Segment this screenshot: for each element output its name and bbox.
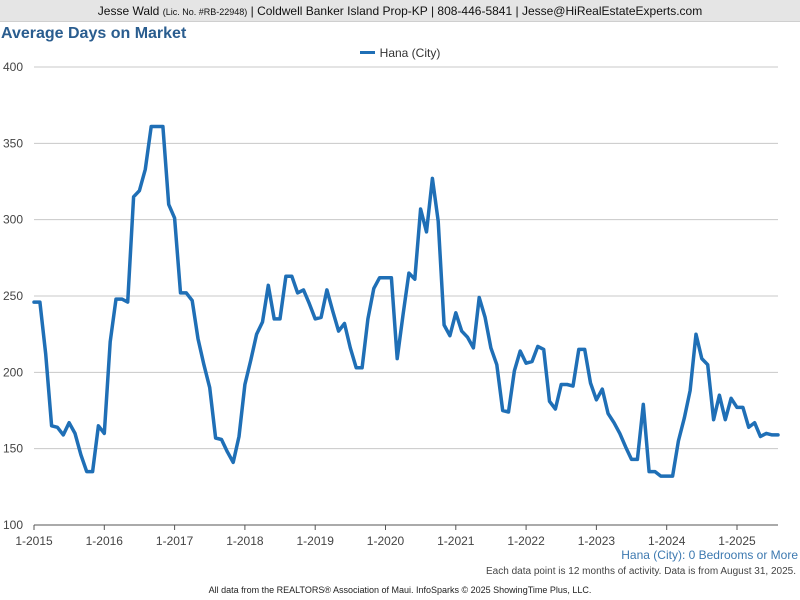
header-separator: | bbox=[250, 4, 254, 18]
x-tick-label: 1-2016 bbox=[86, 534, 124, 548]
x-tick-label: 1-2018 bbox=[226, 534, 264, 548]
y-tick-label: 150 bbox=[3, 442, 23, 456]
y-tick-label: 350 bbox=[3, 136, 23, 150]
y-tick-label: 400 bbox=[3, 60, 23, 74]
chart-title: Average Days on Market bbox=[1, 25, 187, 42]
gridlines bbox=[34, 66, 778, 450]
x-tick-label: 1-2015 bbox=[15, 534, 53, 548]
x-tick-label: 1-2022 bbox=[507, 534, 545, 548]
x-tick-label: 1-2024 bbox=[648, 534, 686, 548]
chart-legend: Hana (City) bbox=[0, 46, 800, 60]
legend-series-label[interactable]: Hana (City) bbox=[379, 46, 441, 60]
data-source: All data from the REALTORS® Association … bbox=[208, 585, 592, 595]
y-tick-label: 300 bbox=[3, 213, 23, 227]
agent-phone[interactable]: 808-446-5841 bbox=[437, 4, 513, 18]
agent-license: (Lic. No. #RB-22948) bbox=[162, 7, 248, 17]
x-tick-label: 1-2023 bbox=[578, 534, 616, 548]
x-axis: 1-2015 1-2016 1-2017 1-2018 1-2019 1-2020 1-20… bbox=[15, 524, 778, 548]
y-axis-tick-labels: 100 150 200 250 300 350 400 bbox=[3, 60, 23, 532]
x-tick-label: 1-2020 bbox=[367, 534, 405, 548]
x-tick-label: 1-2019 bbox=[297, 534, 335, 548]
header-separator: | bbox=[430, 4, 435, 18]
y-tick-label: 250 bbox=[3, 289, 23, 303]
y-tick-label: 200 bbox=[3, 365, 23, 379]
data-footnote: Each data point is 12 months of activity… bbox=[486, 566, 796, 577]
subset-label: Hana (City): 0 Bedrooms or More bbox=[621, 548, 798, 562]
series-line-hana-city[interactable] bbox=[32, 124, 780, 478]
agent-email[interactable]: Jesse@HiRealEstateExperts.com bbox=[521, 4, 703, 18]
header-separator: | bbox=[515, 4, 519, 18]
x-tick-label: 1-2017 bbox=[156, 534, 194, 548]
agent-name: Jesse Wald bbox=[97, 4, 160, 18]
brokerage-name: Coldwell Banker Island Prop-KP bbox=[257, 4, 428, 18]
x-tick-label: 1-2025 bbox=[718, 534, 756, 548]
y-tick-label: 100 bbox=[3, 518, 23, 532]
agent-header-bar: Jesse Wald (Lic. No. #RB-22948) | Coldwe… bbox=[0, 0, 800, 22]
legend-swatch bbox=[359, 51, 375, 55]
x-tick-label: 1-2021 bbox=[437, 534, 475, 548]
series-layer bbox=[32, 124, 780, 478]
